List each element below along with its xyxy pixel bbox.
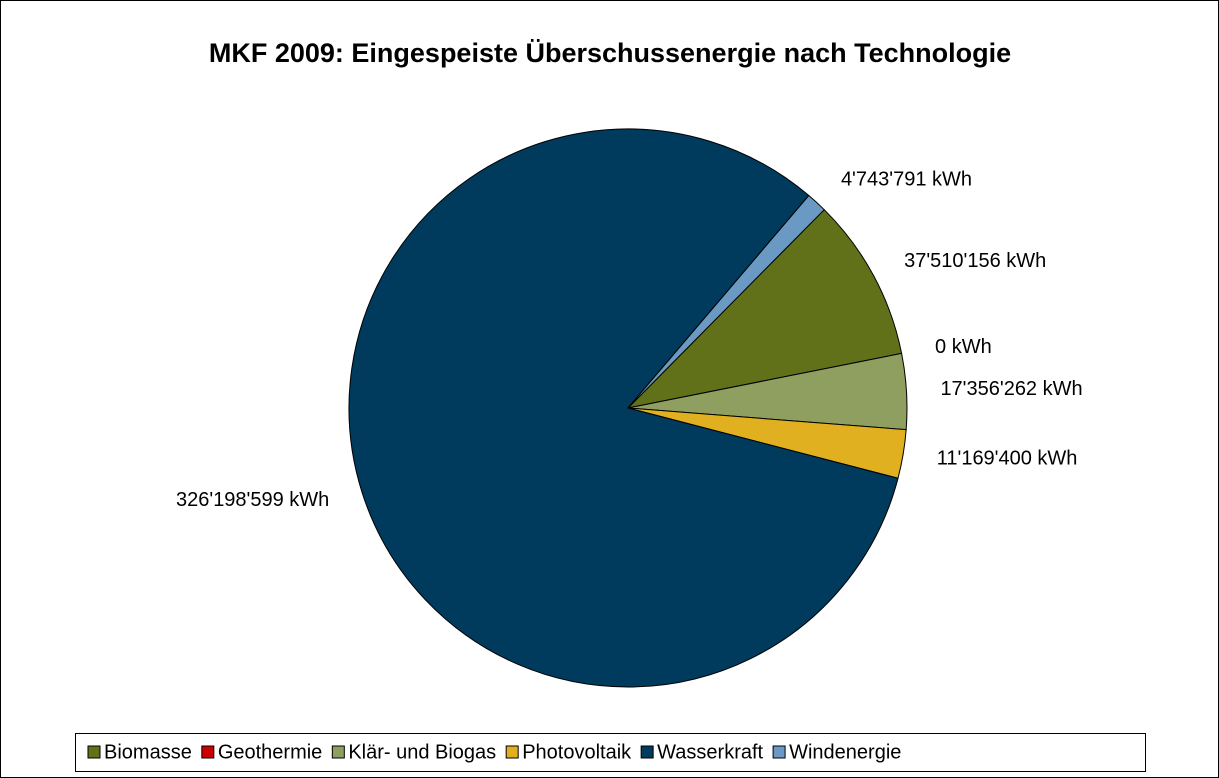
data-label: 17'356'262 kWh [940, 378, 1082, 400]
data-label: 326'198'599 kWh [176, 489, 329, 511]
legend-label: Windenergie [789, 741, 901, 763]
data-label: 11'169'400 kWh [937, 447, 1078, 469]
legend-label: Biomasse [104, 741, 192, 763]
legend-swatch [201, 745, 215, 759]
legend-swatch [640, 745, 654, 759]
legend-label: Wasserkraft [657, 741, 763, 763]
legend-box [75, 733, 1146, 772]
legend-swatch [87, 745, 101, 759]
legend-swatch [331, 745, 345, 759]
pie-slice [348, 128, 899, 688]
chart-title: MKF 2009: Eingespeiste Überschussenergie… [209, 38, 1011, 68]
data-label: 4'743'791 kWh [841, 169, 972, 191]
legend-swatch [505, 745, 519, 759]
data-label: 0 kWh [935, 336, 992, 358]
data-label: 37'510'156 kWh [904, 250, 1046, 272]
legend-label: Klär- und Biogas [348, 741, 496, 763]
legend-label: Geothermie [218, 741, 323, 763]
pie-slice [627, 194, 825, 409]
pie-slice [626, 208, 903, 409]
legend-label: Photovoltaik [522, 741, 632, 763]
legend-swatch [772, 745, 786, 759]
